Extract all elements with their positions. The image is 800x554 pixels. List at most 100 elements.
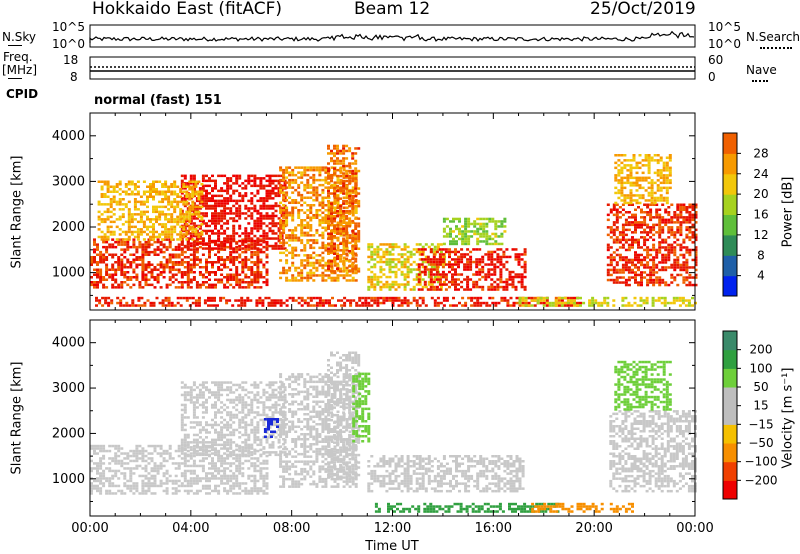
nsearch-legend-line [760, 47, 792, 49]
power-cell [464, 304, 468, 307]
power-cell [288, 251, 292, 255]
power-cell [259, 248, 263, 251]
power-region [97, 180, 204, 241]
power-cell [271, 232, 275, 235]
power-cell [259, 238, 263, 241]
power-cell [444, 275, 448, 279]
power-cell [207, 296, 210, 300]
power-cell [647, 191, 651, 195]
power-cell [291, 216, 295, 219]
power-cell [460, 255, 464, 259]
power-cell [488, 242, 492, 246]
velocity-cell [123, 467, 127, 470]
power-cell [566, 304, 570, 307]
power-cell [285, 219, 289, 222]
power-cell [354, 247, 358, 250]
power-cell [370, 296, 374, 300]
power-cell [461, 230, 465, 233]
power-cell [655, 253, 659, 257]
power-cell [268, 229, 272, 233]
power-cell [617, 154, 621, 157]
velocity-cell [135, 447, 139, 450]
power-cell [455, 304, 458, 307]
power-cell [497, 242, 501, 246]
power-cell [138, 240, 142, 244]
beam-label: Beam 12 [354, 0, 431, 19]
power-cell [192, 194, 196, 198]
power-cell [232, 212, 236, 215]
power-cell [694, 273, 698, 277]
power-cell [244, 276, 248, 279]
power-cell [152, 190, 155, 193]
power-cell [349, 301, 353, 305]
power-cell [345, 192, 349, 195]
power-cell [174, 278, 178, 281]
power-cell [557, 296, 561, 300]
power-cell [205, 214, 208, 218]
power-cell [265, 197, 269, 200]
power-cell [475, 265, 479, 269]
power-cell [253, 227, 257, 230]
power-cell [300, 299, 304, 302]
power-cell [639, 299, 643, 302]
power-cell [211, 286, 214, 289]
power-cell [294, 236, 298, 240]
power-cell [327, 177, 330, 180]
power-cell [150, 273, 154, 276]
power-cell [685, 206, 689, 209]
power-cell [659, 174, 663, 177]
power-cell [442, 263, 446, 266]
power-cell [268, 207, 272, 210]
power-cell [241, 187, 245, 190]
power-cell [96, 283, 99, 287]
power-cell [476, 242, 480, 246]
power-cell [373, 273, 377, 276]
power-cell [211, 229, 214, 233]
power-cell [640, 283, 643, 287]
power-cell [412, 278, 416, 281]
power-cell [274, 244, 278, 248]
power-cell [485, 222, 489, 226]
power-cell [107, 304, 111, 307]
power-cell [220, 219, 224, 223]
power-cell [183, 256, 187, 259]
power-cell [623, 164, 627, 167]
power-cell [324, 168, 328, 172]
power-cell [632, 194, 636, 197]
power-cell [147, 240, 151, 244]
power-cell [438, 283, 442, 286]
power-cell [138, 258, 142, 261]
power-cell [130, 225, 134, 229]
power-cell [694, 221, 698, 224]
power-cell [336, 144, 339, 148]
power-cell [442, 296, 446, 300]
power-cell [439, 285, 443, 289]
velocity-cell [141, 492, 145, 495]
power-cell [205, 174, 208, 178]
power-cell [618, 256, 622, 259]
power-cell [205, 266, 208, 269]
power-cell [421, 278, 425, 281]
power-cell [105, 278, 109, 281]
power-cell [670, 216, 674, 219]
power-cell [291, 246, 295, 250]
velocity-cell [141, 482, 145, 485]
power-cell [688, 281, 692, 284]
power-cell [403, 260, 407, 264]
power-cell [364, 301, 368, 305]
power-cell [146, 233, 149, 236]
power-cell [670, 266, 674, 269]
power-cell [388, 265, 392, 269]
power-cell [321, 304, 325, 307]
power-cell [226, 227, 230, 230]
power-cell [170, 193, 174, 196]
power-cell [520, 283, 524, 286]
power-cell [111, 268, 115, 271]
power-cell [164, 235, 168, 239]
power-cell [205, 271, 208, 274]
power-cell [259, 224, 263, 228]
power-cell [678, 304, 682, 307]
power-cell [472, 283, 476, 286]
power-cell [208, 271, 211, 274]
power-cell [211, 197, 214, 200]
